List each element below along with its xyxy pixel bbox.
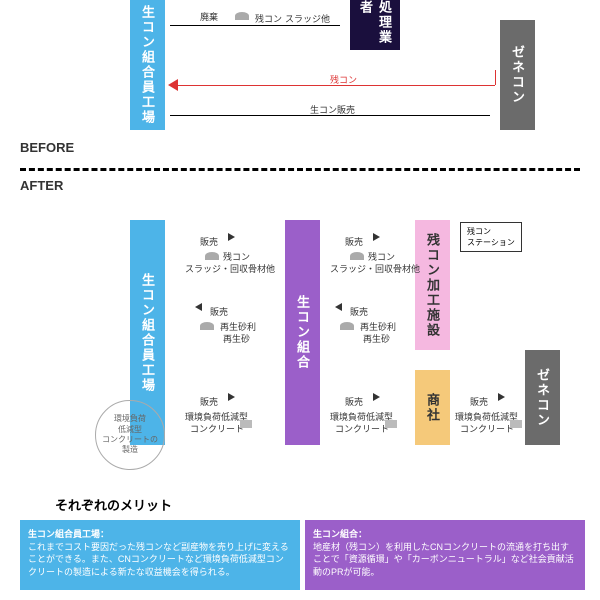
pile-1b (350, 252, 364, 260)
merits-title: それぞれのメリット (55, 495, 172, 514)
pile-2b (340, 322, 354, 330)
zankon-arrow (168, 79, 178, 91)
zankon-label-1: 残コン (255, 12, 282, 25)
namakon-sales-label: 生コン販売 (310, 103, 355, 116)
sludge-1b: スラッジ・回収骨材他 (330, 262, 420, 275)
tri-1a (228, 233, 235, 241)
tri-3c (498, 393, 505, 401)
pile-icon-1 (235, 12, 249, 20)
block-3c (510, 420, 522, 428)
disposal-label: 廃棄 (200, 10, 218, 23)
tri-3a (228, 393, 235, 401)
merit-union-title: 生コン組合： (313, 528, 577, 541)
after-genecon: ゼネコン (525, 350, 560, 445)
before-genecon: ゼネコン (500, 20, 535, 130)
before-processor: 処理業者 (350, 0, 400, 50)
sludge-1a: スラッジ・回収骨材他 (185, 262, 275, 275)
sales-2b: 販売 (350, 305, 368, 318)
tri-2b (335, 303, 342, 311)
after-union: 生コン組合 (285, 220, 320, 445)
before-factory: 生コン組合員工場 (130, 0, 165, 130)
before-label: BEFORE (20, 140, 74, 155)
sludge-label: スラッジ他 (285, 12, 330, 25)
eco-3a2: コンクリート (190, 422, 244, 435)
zankon-line-right (495, 70, 496, 85)
pile-1a (205, 252, 219, 260)
sand-2b: 再生砂 (363, 332, 390, 345)
station-callout: 残コン ステーション (460, 222, 522, 252)
zankon-red-label: 残コン (330, 73, 357, 86)
merit-factory-title: 生コン組合員工場： (28, 528, 292, 541)
sales-arrow-before (490, 109, 500, 121)
after-trading: 商社 (415, 370, 450, 445)
sales-3b: 販売 (345, 395, 363, 408)
merit-factory-body: これまでコスト要因だった残コンなど副産物を売り上げに変えることができる。また、C… (28, 541, 292, 579)
manufacturing-circle: 環境負荷 低減型 コンクリートの 製造 (95, 400, 165, 470)
sales-2a: 販売 (210, 305, 228, 318)
eco-3b2: コンクリート (335, 422, 389, 435)
sales-3c: 販売 (470, 395, 488, 408)
block-3b (385, 420, 397, 428)
disposal-line (170, 25, 345, 26)
after-label: AFTER (20, 178, 63, 193)
block-3a (240, 420, 252, 428)
sand-2a: 再生砂 (223, 332, 250, 345)
sales-3a: 販売 (200, 395, 218, 408)
tri-3b (373, 393, 380, 401)
after-zankon-facility: 残コン加工施設 (415, 220, 450, 350)
sales-1a: 販売 (200, 235, 218, 248)
sales-1b: 販売 (345, 235, 363, 248)
merit-union-body: 地産材（残コン）を利用したCNコンクリートの流通を打ち出すことで「資源循環」や「… (313, 541, 577, 579)
merit-factory: 生コン組合員工場： これまでコスト要因だった残コンなど副産物を売り上げに変えるこ… (20, 520, 300, 590)
pile-2a (200, 322, 214, 330)
disposal-arrow (340, 19, 350, 31)
merit-union: 生コン組合： 地産材（残コン）を利用したCNコンクリートの流通を打ち出すことで「… (305, 520, 585, 590)
eco-3c2: コンクリート (460, 422, 514, 435)
tri-2a (195, 303, 202, 311)
tri-1b (373, 233, 380, 241)
divider (20, 168, 580, 171)
